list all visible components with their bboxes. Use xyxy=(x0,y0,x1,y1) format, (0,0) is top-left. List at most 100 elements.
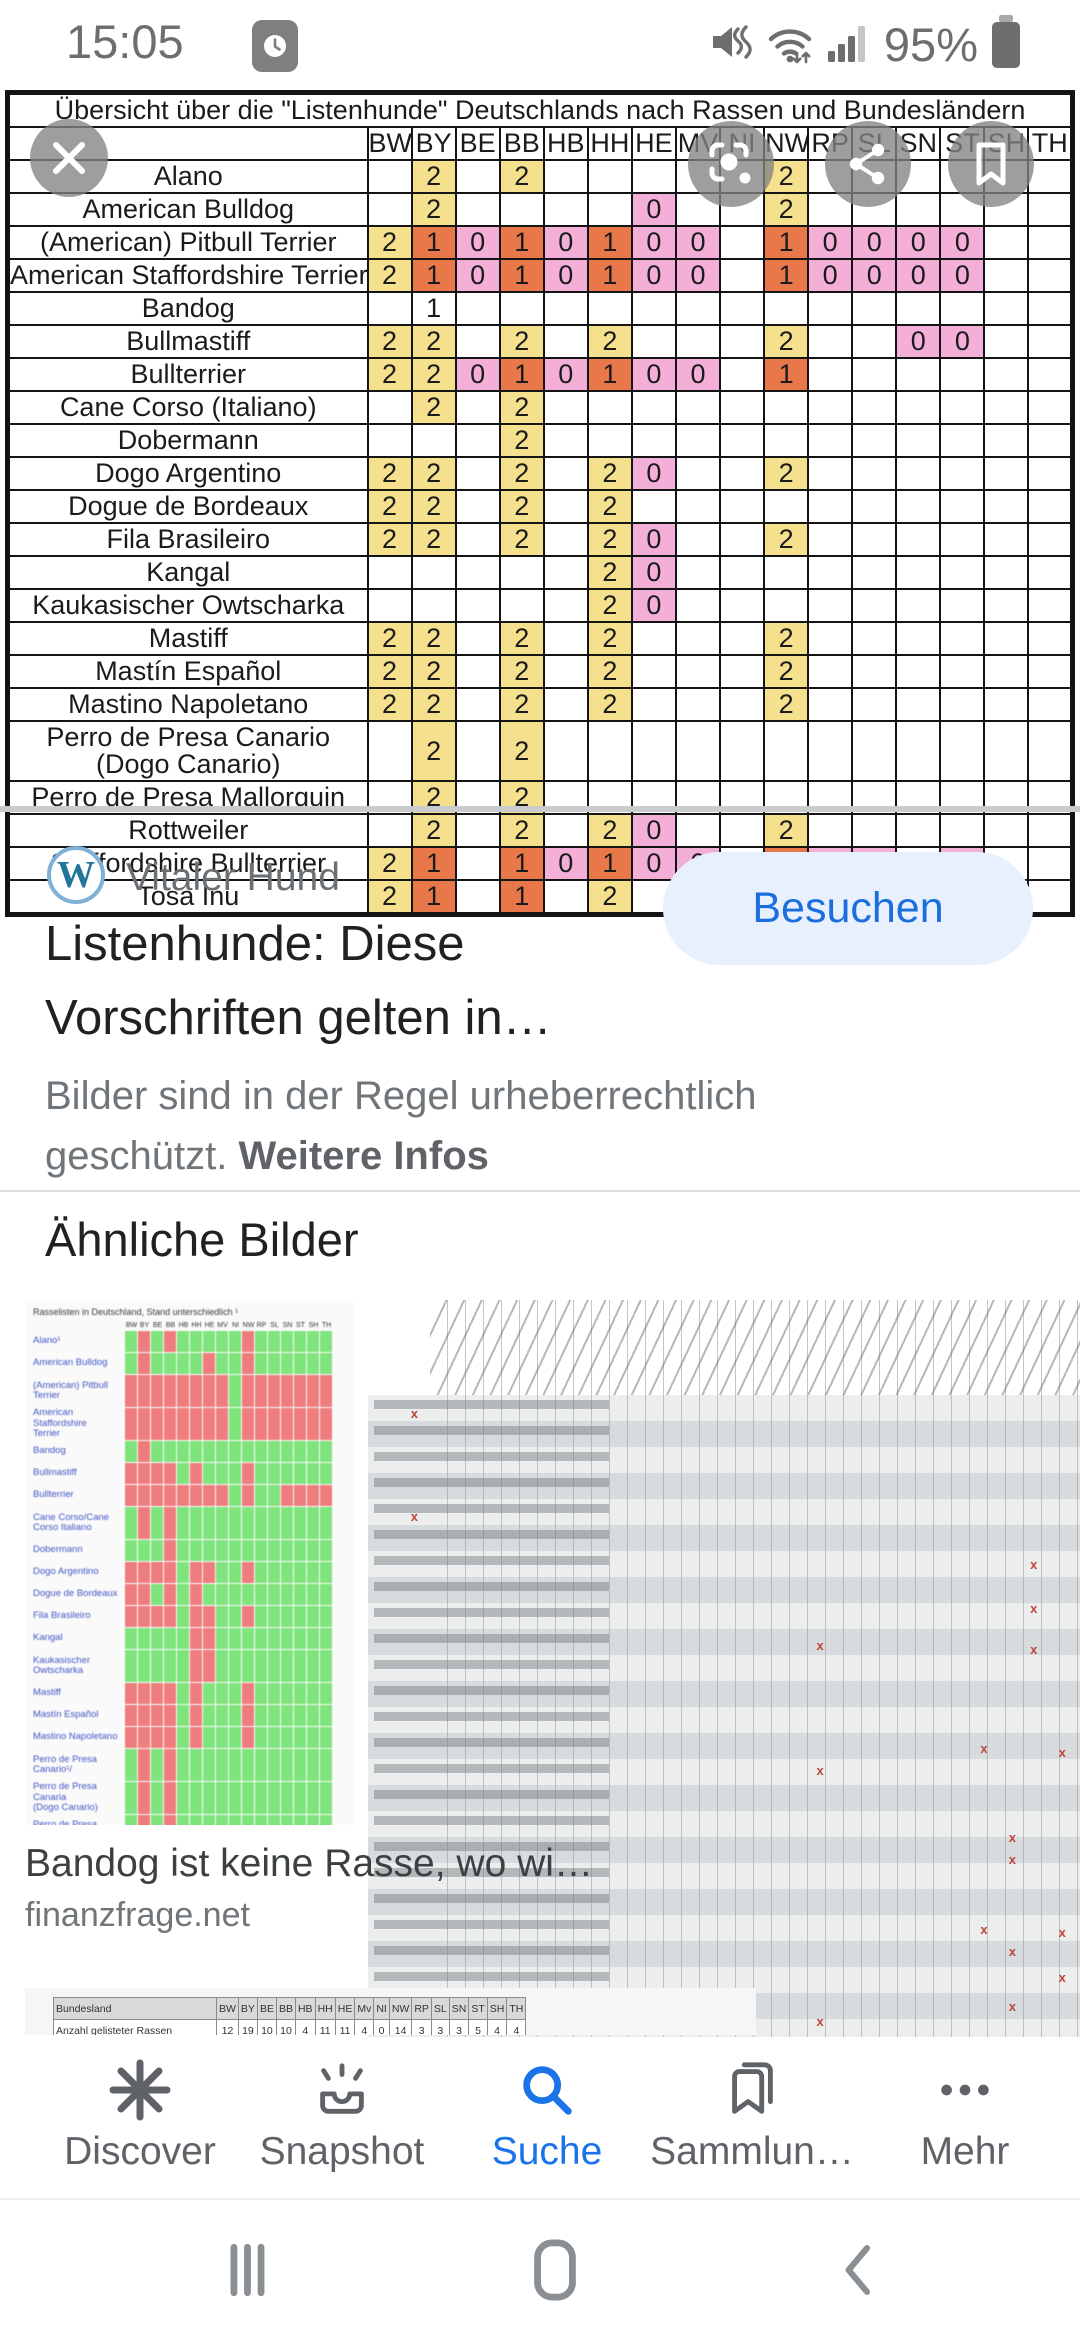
copyright-notice: Bilder sind in der Regel urheberrechtlic… xyxy=(45,1074,757,1178)
table-cell: 2 xyxy=(410,456,457,491)
section-divider xyxy=(0,1190,1080,1192)
table-cell: 2 xyxy=(498,720,545,782)
table-cell xyxy=(895,813,942,848)
recent-apps-button[interactable] xyxy=(162,2200,332,2340)
table-cell: 1 xyxy=(410,879,457,916)
thumb-row: Alano¹ xyxy=(33,1331,349,1352)
nav-tab-mehr[interactable]: Mehr xyxy=(865,2054,1065,2174)
table-cell xyxy=(807,687,854,722)
table-cell: 1 xyxy=(498,357,545,392)
table-cell xyxy=(895,489,942,524)
table-cell xyxy=(410,423,457,458)
table-cell xyxy=(586,291,633,326)
table-cell xyxy=(366,159,413,194)
table-cell: 0 xyxy=(630,225,677,260)
similar-image-1[interactable]: Rasselisten in Deutschland, Stand unters… xyxy=(25,1300,353,1825)
breed-label: Mastiff xyxy=(6,621,369,656)
table-cell xyxy=(851,687,898,722)
table-cell xyxy=(895,390,942,425)
table-cell xyxy=(807,522,854,557)
table-cell xyxy=(1027,879,1074,916)
result-title[interactable]: Listenhunde: Diese Vorschriften gelten i… xyxy=(45,917,552,1045)
similar-image-caption[interactable]: Bandog ist keine Rasse, wo wi… xyxy=(25,1842,593,1885)
table-cell: 1 xyxy=(498,258,545,293)
table-cell: 1 xyxy=(498,225,545,260)
home-button[interactable] xyxy=(470,2200,640,2340)
nav-tab-snapshot[interactable]: Snapshot xyxy=(242,2054,442,2174)
nav-tab-discover[interactable]: Discover xyxy=(40,2054,240,2174)
column-header: BE xyxy=(454,126,501,161)
more-info-link[interactable]: Weitere Infos xyxy=(238,1134,489,1178)
snapshot-icon xyxy=(311,2054,373,2126)
table-cell xyxy=(807,621,854,656)
visit-button[interactable]: Besuchen xyxy=(663,852,1033,965)
table-cell xyxy=(983,225,1030,260)
table-cell xyxy=(718,258,766,293)
similar-image-3[interactable]: Bundesland BW BY BE BB HB HH HE Mv NI NW RP SL SN ST SH… xyxy=(25,1988,756,2035)
table-cell: 2 xyxy=(586,879,633,916)
similar-images-heading: Ähnliche Bilder xyxy=(45,1213,359,1266)
close-button[interactable] xyxy=(30,119,108,197)
nav-tab-suche[interactable]: Suche xyxy=(447,2054,647,2174)
table-row: Alano 2 2 2 xyxy=(6,159,1074,194)
table-cell xyxy=(630,720,677,782)
google-lens-button[interactable] xyxy=(688,121,774,207)
bookmark-button[interactable] xyxy=(948,121,1034,207)
table-cell xyxy=(983,390,1030,425)
nav-tab-label: Sammlun… xyxy=(650,2130,854,2173)
table-cell: 1 xyxy=(410,291,457,326)
battery-percent: 95% xyxy=(883,17,978,71)
thumb2-rotated-header xyxy=(430,1300,1080,1395)
table-cell xyxy=(674,390,722,425)
table-cell xyxy=(939,687,986,722)
table-cell: 0 xyxy=(807,225,854,260)
share-button[interactable] xyxy=(825,121,911,207)
table-cell xyxy=(983,192,1030,227)
table-cell xyxy=(807,390,854,425)
table-cell xyxy=(542,555,589,590)
table-cell: 0 xyxy=(542,258,589,293)
wordpress-site-icon: W xyxy=(47,846,105,904)
table-cell xyxy=(895,654,942,689)
table-cell xyxy=(718,291,766,326)
table-cell: 0 xyxy=(630,357,677,392)
table-cell xyxy=(983,291,1030,326)
table-cell: 1 xyxy=(763,258,810,293)
table-cell xyxy=(718,357,766,392)
table-cell xyxy=(851,357,898,392)
nav-tab-sammlungen[interactable]: Sammlun… xyxy=(650,2054,854,2174)
table-cell xyxy=(983,621,1030,656)
table-cell xyxy=(1027,846,1074,881)
table-cell: 2 xyxy=(366,357,413,392)
table-row: Mastín Español 2 2 2 2 2 xyxy=(6,654,1074,689)
breed-label: Kangal xyxy=(6,555,369,590)
back-button[interactable] xyxy=(775,2200,945,2340)
table-cell: 1 xyxy=(410,846,457,881)
table-cell xyxy=(586,390,633,425)
table-cell: 0 xyxy=(895,225,942,260)
table-cell xyxy=(454,588,501,623)
table-cell xyxy=(542,291,589,326)
column-header: BB xyxy=(498,126,545,161)
thumb-row: Perro de Presa Canaria (Dogo Canario) xyxy=(33,1782,349,1814)
table-cell: 2 xyxy=(498,522,545,557)
table-row: Mastino Napoletano 2 2 2 2 2 xyxy=(6,687,1074,722)
table-cell xyxy=(542,324,589,359)
breed-label: Fila Brasileiro xyxy=(6,522,369,557)
thumb-row: Dogo Argentino xyxy=(33,1562,349,1583)
sammlungen-icon xyxy=(721,2054,783,2126)
status-bar: 15:05 95% xyxy=(0,0,1080,88)
table-title-row: Übersicht über die "Listenhunde" Deutsch… xyxy=(6,91,1074,128)
image-bottom-divider xyxy=(0,806,1080,812)
table-row: Fila Brasileiro 2 2 2 2 0 2 xyxy=(6,522,1074,557)
table-cell xyxy=(983,813,1030,848)
table-cell xyxy=(1027,423,1074,458)
table-cell: 2 xyxy=(586,687,633,722)
table-cell xyxy=(807,324,854,359)
table-row: (American) Pitbull Terrier 2 1 0 1 0 1 0 0 1 0 0 0 0 xyxy=(6,225,1074,260)
table-cell xyxy=(807,357,854,392)
table-cell xyxy=(454,687,501,722)
